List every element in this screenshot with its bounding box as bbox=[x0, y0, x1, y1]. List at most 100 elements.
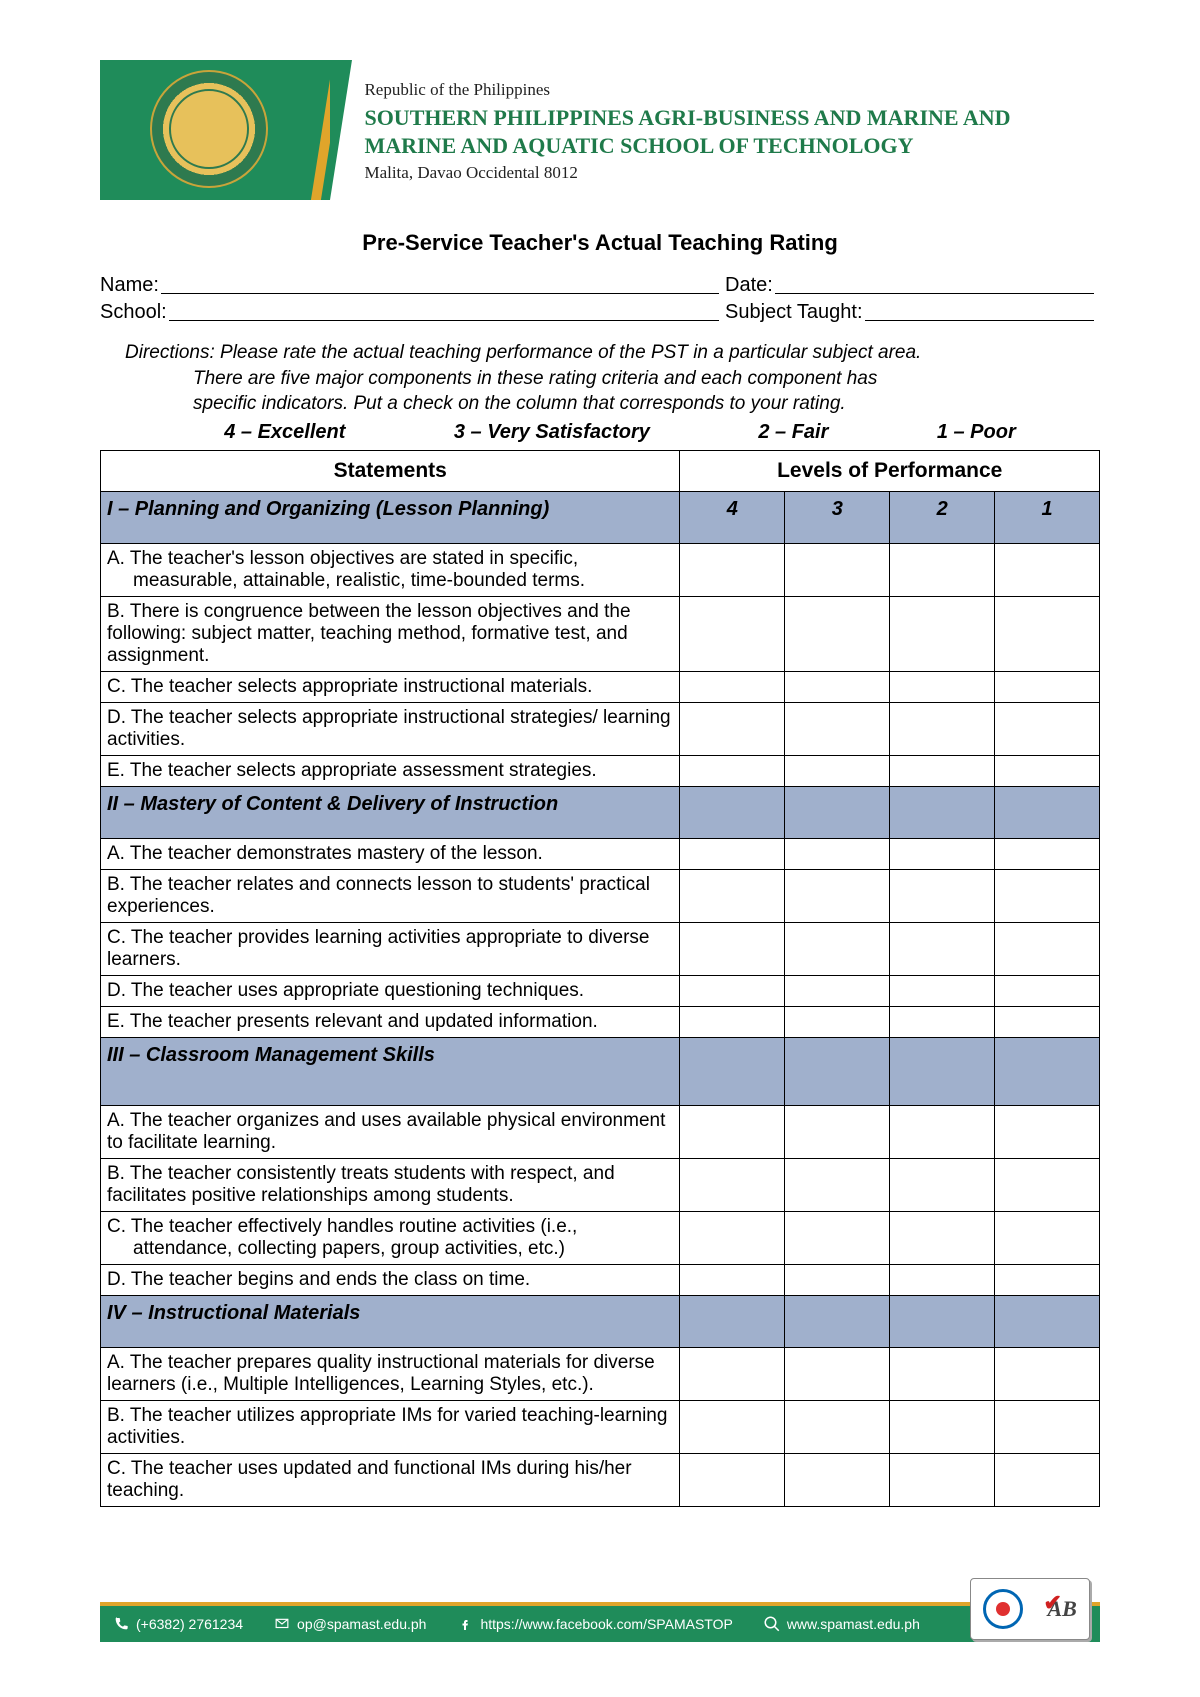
rating-cell[interactable] bbox=[890, 1158, 995, 1211]
rating-cell[interactable] bbox=[890, 1211, 995, 1264]
rating-cell[interactable] bbox=[680, 1264, 785, 1295]
rating-cell[interactable] bbox=[890, 702, 995, 755]
legend-very-satisfactory: 3 – Very Satisfactory bbox=[454, 421, 650, 444]
rating-cell[interactable] bbox=[995, 975, 1100, 1006]
rating-cell[interactable] bbox=[785, 596, 890, 671]
rating-cell[interactable] bbox=[680, 1347, 785, 1400]
rating-cell[interactable] bbox=[785, 702, 890, 755]
rating-cell[interactable] bbox=[680, 1158, 785, 1211]
footer-phone: (+6382) 2761234 bbox=[112, 1615, 243, 1633]
rating-cell[interactable] bbox=[785, 1006, 890, 1037]
rating-cell[interactable] bbox=[995, 755, 1100, 786]
rating-cell[interactable] bbox=[995, 838, 1100, 869]
subject-input-line[interactable] bbox=[865, 301, 1094, 321]
rating-cell[interactable] bbox=[890, 1105, 995, 1158]
rating-cell[interactable] bbox=[680, 755, 785, 786]
rating-cell[interactable] bbox=[890, 596, 995, 671]
rating-cell[interactable] bbox=[680, 838, 785, 869]
rating-column bbox=[680, 1037, 785, 1105]
rating-cell[interactable] bbox=[995, 922, 1100, 975]
section-heading: III – Classroom Management Skills bbox=[101, 1037, 680, 1105]
col-statements: Statements bbox=[101, 450, 680, 491]
rating-cell[interactable] bbox=[785, 1158, 890, 1211]
rating-cell[interactable] bbox=[680, 1211, 785, 1264]
rating-cell[interactable] bbox=[680, 1400, 785, 1453]
rating-cell[interactable] bbox=[680, 1105, 785, 1158]
rating-cell[interactable] bbox=[890, 1453, 995, 1506]
school-input-line[interactable] bbox=[169, 301, 719, 321]
section-heading: IV – Instructional Materials bbox=[101, 1295, 680, 1347]
rating-cell[interactable] bbox=[890, 1006, 995, 1037]
rating-cell[interactable] bbox=[995, 1453, 1100, 1506]
rating-cell[interactable] bbox=[785, 922, 890, 975]
statement-cell: C. The teacher effectively handles routi… bbox=[101, 1211, 680, 1264]
rating-column: 1 bbox=[995, 491, 1100, 543]
rating-cell[interactable] bbox=[785, 1211, 890, 1264]
rating-cell[interactable] bbox=[890, 975, 995, 1006]
rating-cell[interactable] bbox=[785, 1400, 890, 1453]
rating-cell[interactable] bbox=[680, 702, 785, 755]
rating-cell[interactable] bbox=[785, 671, 890, 702]
rating-cell[interactable] bbox=[890, 869, 995, 922]
rating-cell[interactable] bbox=[680, 1453, 785, 1506]
rating-cell[interactable] bbox=[785, 1264, 890, 1295]
form-title: Pre-Service Teacher's Actual Teaching Ra… bbox=[100, 230, 1100, 256]
letterhead: Republic of the Philippines SOUTHERN PHI… bbox=[100, 60, 1100, 200]
rating-column bbox=[995, 1295, 1100, 1347]
rating-column bbox=[785, 1037, 890, 1105]
statement-cell: E. The teacher presents relevant and upd… bbox=[101, 1006, 680, 1037]
section-heading: I – Planning and Organizing (Lesson Plan… bbox=[101, 491, 680, 543]
rating-cell[interactable] bbox=[995, 1347, 1100, 1400]
rating-cell[interactable] bbox=[995, 671, 1100, 702]
rating-cell[interactable] bbox=[995, 702, 1100, 755]
rating-cell[interactable] bbox=[785, 543, 890, 596]
rating-cell[interactable] bbox=[785, 838, 890, 869]
rating-cell[interactable] bbox=[995, 1400, 1100, 1453]
statement-cell: C. The teacher uses updated and function… bbox=[101, 1453, 680, 1506]
accreditation-badges: ✔AB bbox=[970, 1578, 1090, 1640]
footer-email: op@spamast.edu.ph bbox=[273, 1615, 426, 1633]
rating-cell[interactable] bbox=[890, 838, 995, 869]
rating-cell[interactable] bbox=[890, 755, 995, 786]
rating-cell[interactable] bbox=[680, 922, 785, 975]
rating-cell[interactable] bbox=[785, 975, 890, 1006]
rating-cell[interactable] bbox=[680, 596, 785, 671]
rating-cell[interactable] bbox=[785, 755, 890, 786]
date-input-line[interactable] bbox=[775, 274, 1094, 294]
rating-cell[interactable] bbox=[995, 869, 1100, 922]
section-heading: II – Mastery of Content & Delivery of In… bbox=[101, 786, 680, 838]
rating-cell[interactable] bbox=[680, 975, 785, 1006]
rating-cell[interactable] bbox=[890, 1264, 995, 1295]
rating-cell[interactable] bbox=[890, 1347, 995, 1400]
rating-cell[interactable] bbox=[785, 1105, 890, 1158]
rating-cell[interactable] bbox=[680, 671, 785, 702]
rating-cell[interactable] bbox=[890, 671, 995, 702]
rating-cell[interactable] bbox=[680, 543, 785, 596]
rating-cell[interactable] bbox=[680, 1006, 785, 1037]
rating-cell[interactable] bbox=[680, 869, 785, 922]
statement-cell: A. The teacher's lesson objectives are s… bbox=[101, 543, 680, 596]
rating-cell[interactable] bbox=[785, 869, 890, 922]
school-seal-icon bbox=[150, 70, 268, 188]
rating-cell[interactable] bbox=[995, 1105, 1100, 1158]
rating-cell[interactable] bbox=[785, 1453, 890, 1506]
name-input-line[interactable] bbox=[161, 274, 719, 294]
rating-cell[interactable] bbox=[995, 543, 1100, 596]
rating-column: 2 bbox=[890, 491, 995, 543]
legend-poor: 1 – Poor bbox=[937, 421, 1016, 444]
rating-cell[interactable] bbox=[995, 1211, 1100, 1264]
rating-cell[interactable] bbox=[995, 1158, 1100, 1211]
rating-cell[interactable] bbox=[995, 596, 1100, 671]
school-name: SOUTHERN PHILIPPINES AGRI-BUSINESS AND M… bbox=[364, 104, 1034, 159]
rating-column: 4 bbox=[680, 491, 785, 543]
rating-cell[interactable] bbox=[890, 1400, 995, 1453]
rating-cell[interactable] bbox=[890, 922, 995, 975]
rating-cell[interactable] bbox=[785, 1347, 890, 1400]
statement-cell: B. The teacher utilizes appropriate IMs … bbox=[101, 1400, 680, 1453]
page-footer: (+6382) 2761234 op@spamast.edu.ph https:… bbox=[100, 1594, 1100, 1642]
legend-fair: 2 – Fair bbox=[758, 421, 828, 444]
search-icon bbox=[763, 1615, 781, 1633]
rating-cell[interactable] bbox=[890, 543, 995, 596]
rating-cell[interactable] bbox=[995, 1264, 1100, 1295]
rating-cell[interactable] bbox=[995, 1006, 1100, 1037]
